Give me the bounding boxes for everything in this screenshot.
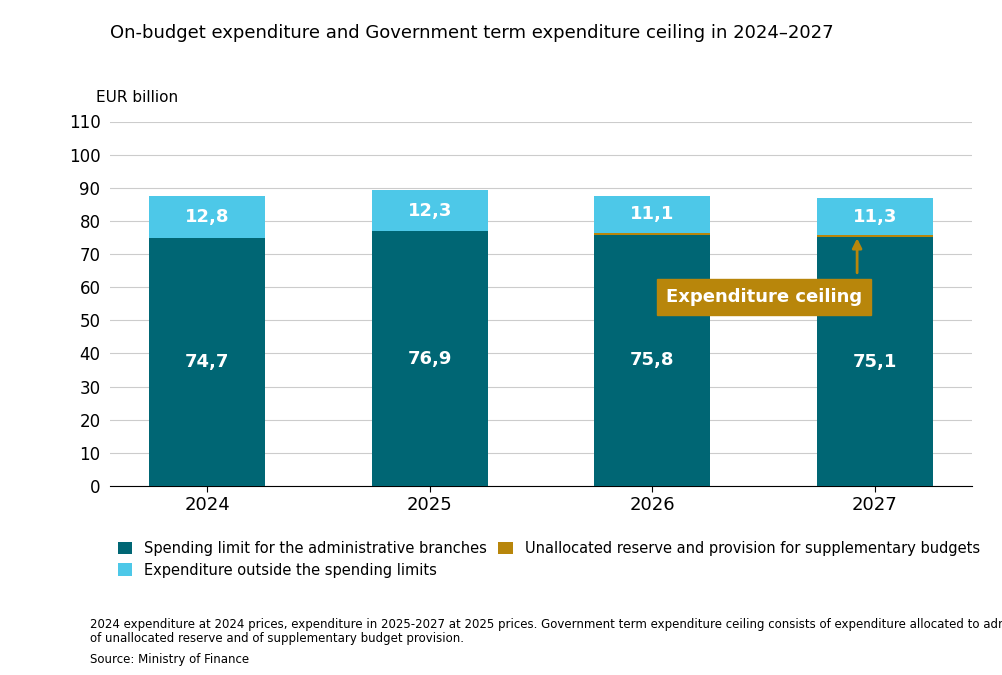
Bar [594,233,710,235]
Text: of unallocated reserve and of supplementary budget provision.: of unallocated reserve and of supplement… [90,632,464,645]
Text: 75,1: 75,1 [853,352,897,371]
Bar [817,198,933,236]
Bar [817,237,933,486]
Text: Source: Ministry of Finance: Source: Ministry of Finance [90,653,249,666]
Text: 11,1: 11,1 [630,205,674,223]
Text: On-budget expenditure and Government term expenditure ceiling in 2024–2027: On-budget expenditure and Government ter… [110,24,834,42]
Text: 76,9: 76,9 [408,350,452,368]
Bar [594,196,710,233]
Bar [149,238,266,486]
Text: 2024 expenditure at 2024 prices, expenditure in 2025-2027 at 2025 prices. Govern: 2024 expenditure at 2024 prices, expendi… [90,618,1002,630]
Text: 12,3: 12,3 [408,202,452,220]
Text: 11,3: 11,3 [853,208,897,225]
Text: 12,8: 12,8 [185,209,229,226]
Text: Expenditure ceiling: Expenditure ceiling [665,288,862,306]
Bar [372,190,488,231]
Bar [149,196,266,238]
Bar [817,236,933,237]
Bar [594,235,710,486]
Text: EUR billion: EUR billion [96,90,178,105]
Text: 75,8: 75,8 [630,352,674,369]
Bar [372,231,488,486]
Legend: Expenditure outside the spending limits: Expenditure outside the spending limits [117,562,437,578]
Text: 74,7: 74,7 [185,353,229,371]
